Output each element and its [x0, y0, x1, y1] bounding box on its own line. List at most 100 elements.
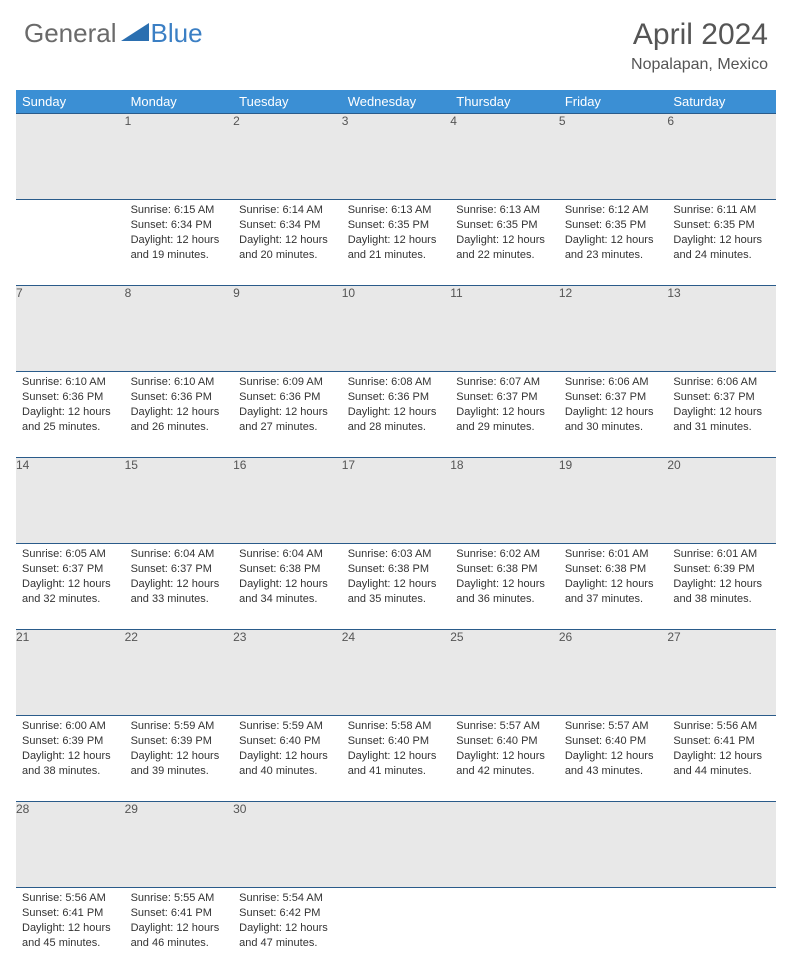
day-cell-body: Sunrise: 6:11 AMSunset: 6:35 PMDaylight:… [667, 200, 776, 266]
day-number-cell: 30 [233, 802, 342, 888]
sunset-text: Sunset: 6:39 PM [131, 734, 228, 749]
daylight-text: Daylight: 12 hours and 31 minutes. [673, 405, 770, 435]
daylight-text: Daylight: 12 hours and 26 minutes. [131, 405, 228, 435]
sunrise-text: Sunrise: 5:54 AM [239, 891, 336, 906]
day-cell: Sunrise: 6:02 AMSunset: 6:38 PMDaylight:… [450, 544, 559, 630]
daylight-text: Daylight: 12 hours and 40 minutes. [239, 749, 336, 779]
sunset-text: Sunset: 6:39 PM [22, 734, 119, 749]
day-cell: Sunrise: 6:10 AMSunset: 6:36 PMDaylight:… [16, 372, 125, 458]
sunrise-text: Sunrise: 6:10 AM [131, 375, 228, 390]
sunrise-text: Sunrise: 5:58 AM [348, 719, 445, 734]
sunset-text: Sunset: 6:35 PM [565, 218, 662, 233]
day-cell-body: Sunrise: 5:58 AMSunset: 6:40 PMDaylight:… [342, 716, 451, 782]
sunrise-text: Sunrise: 6:12 AM [565, 203, 662, 218]
daylight-text: Daylight: 12 hours and 42 minutes. [456, 749, 553, 779]
day-cell: Sunrise: 5:55 AMSunset: 6:41 PMDaylight:… [125, 888, 234, 974]
day-number-row: 123456 [16, 114, 776, 200]
day-number-row: 78910111213 [16, 286, 776, 372]
day-cell-body: Sunrise: 5:57 AMSunset: 6:40 PMDaylight:… [450, 716, 559, 782]
day-cell: Sunrise: 5:56 AMSunset: 6:41 PMDaylight:… [667, 716, 776, 802]
day-cell: Sunrise: 5:59 AMSunset: 6:40 PMDaylight:… [233, 716, 342, 802]
sunrise-text: Sunrise: 6:06 AM [673, 375, 770, 390]
daylight-text: Daylight: 12 hours and 28 minutes. [348, 405, 445, 435]
sunrise-text: Sunrise: 6:04 AM [131, 547, 228, 562]
day-number-cell: 25 [450, 630, 559, 716]
sunrise-text: Sunrise: 5:57 AM [565, 719, 662, 734]
day-cell-body: Sunrise: 6:02 AMSunset: 6:38 PMDaylight:… [450, 544, 559, 610]
day-number-cell: 21 [16, 630, 125, 716]
day-cell-body: Sunrise: 6:09 AMSunset: 6:36 PMDaylight:… [233, 372, 342, 438]
sunrise-text: Sunrise: 6:01 AM [565, 547, 662, 562]
day-number-cell: 26 [559, 630, 668, 716]
day-cell-body: Sunrise: 6:07 AMSunset: 6:37 PMDaylight:… [450, 372, 559, 438]
sunrise-text: Sunrise: 5:55 AM [131, 891, 228, 906]
day-number-cell: 2 [233, 114, 342, 200]
sunrise-text: Sunrise: 6:08 AM [348, 375, 445, 390]
daylight-text: Daylight: 12 hours and 35 minutes. [348, 577, 445, 607]
daylight-text: Daylight: 12 hours and 44 minutes. [673, 749, 770, 779]
sunrise-text: Sunrise: 6:02 AM [456, 547, 553, 562]
day-cell: Sunrise: 6:09 AMSunset: 6:36 PMDaylight:… [233, 372, 342, 458]
day-cell-body: Sunrise: 6:13 AMSunset: 6:35 PMDaylight:… [450, 200, 559, 266]
weekday-header: Sunday [16, 90, 125, 114]
weekday-header: Wednesday [342, 90, 451, 114]
sunrise-text: Sunrise: 6:03 AM [348, 547, 445, 562]
sunrise-text: Sunrise: 6:14 AM [239, 203, 336, 218]
sunset-text: Sunset: 6:35 PM [348, 218, 445, 233]
daylight-text: Daylight: 12 hours and 36 minutes. [456, 577, 553, 607]
day-cell: Sunrise: 6:14 AMSunset: 6:34 PMDaylight:… [233, 200, 342, 286]
day-cell: Sunrise: 6:11 AMSunset: 6:35 PMDaylight:… [667, 200, 776, 286]
sunrise-text: Sunrise: 6:09 AM [239, 375, 336, 390]
sunset-text: Sunset: 6:40 PM [348, 734, 445, 749]
calendar-header-row: SundayMondayTuesdayWednesdayThursdayFrid… [16, 90, 776, 114]
day-number-cell: 8 [125, 286, 234, 372]
sunset-text: Sunset: 6:40 PM [239, 734, 336, 749]
day-cell: Sunrise: 6:04 AMSunset: 6:38 PMDaylight:… [233, 544, 342, 630]
day-number-cell: 13 [667, 286, 776, 372]
day-number-cell: 7 [16, 286, 125, 372]
day-cell-body: Sunrise: 6:05 AMSunset: 6:37 PMDaylight:… [16, 544, 125, 610]
day-number-cell: 28 [16, 802, 125, 888]
day-number-cell: 23 [233, 630, 342, 716]
day-number-cell: 6 [667, 114, 776, 200]
sunrise-text: Sunrise: 5:57 AM [456, 719, 553, 734]
day-number-cell: 5 [559, 114, 668, 200]
weekday-header: Friday [559, 90, 668, 114]
day-number-cell [16, 114, 125, 200]
day-content-row: Sunrise: 6:05 AMSunset: 6:37 PMDaylight:… [16, 544, 776, 630]
day-cell-body: Sunrise: 5:54 AMSunset: 6:42 PMDaylight:… [233, 888, 342, 954]
header: General Blue April 2024 Nopalapan, Mexic… [0, 0, 792, 82]
daylight-text: Daylight: 12 hours and 23 minutes. [565, 233, 662, 263]
day-number-cell: 9 [233, 286, 342, 372]
day-cell-body: Sunrise: 5:56 AMSunset: 6:41 PMDaylight:… [16, 888, 125, 954]
sunset-text: Sunset: 6:36 PM [131, 390, 228, 405]
day-cell-body: Sunrise: 6:14 AMSunset: 6:34 PMDaylight:… [233, 200, 342, 266]
day-cell-body: Sunrise: 6:06 AMSunset: 6:37 PMDaylight:… [559, 372, 668, 438]
day-number-cell: 19 [559, 458, 668, 544]
day-cell: Sunrise: 6:00 AMSunset: 6:39 PMDaylight:… [16, 716, 125, 802]
day-cell [16, 200, 125, 286]
daylight-text: Daylight: 12 hours and 34 minutes. [239, 577, 336, 607]
day-cell-body: Sunrise: 6:13 AMSunset: 6:35 PMDaylight:… [342, 200, 451, 266]
day-cell-body: Sunrise: 6:04 AMSunset: 6:37 PMDaylight:… [125, 544, 234, 610]
sunset-text: Sunset: 6:36 PM [22, 390, 119, 405]
weekday-header: Thursday [450, 90, 559, 114]
day-cell-body: Sunrise: 6:06 AMSunset: 6:37 PMDaylight:… [667, 372, 776, 438]
sunset-text: Sunset: 6:37 PM [22, 562, 119, 577]
sunset-text: Sunset: 6:38 PM [239, 562, 336, 577]
sunrise-text: Sunrise: 6:10 AM [22, 375, 119, 390]
day-cell [450, 888, 559, 974]
daylight-text: Daylight: 12 hours and 19 minutes. [131, 233, 228, 263]
daylight-text: Daylight: 12 hours and 29 minutes. [456, 405, 553, 435]
sunrise-text: Sunrise: 6:13 AM [348, 203, 445, 218]
day-cell: Sunrise: 6:07 AMSunset: 6:37 PMDaylight:… [450, 372, 559, 458]
sunset-text: Sunset: 6:37 PM [456, 390, 553, 405]
day-cell-body: Sunrise: 5:55 AMSunset: 6:41 PMDaylight:… [125, 888, 234, 954]
day-cell: Sunrise: 6:08 AMSunset: 6:36 PMDaylight:… [342, 372, 451, 458]
day-content-row: Sunrise: 6:00 AMSunset: 6:39 PMDaylight:… [16, 716, 776, 802]
daylight-text: Daylight: 12 hours and 27 minutes. [239, 405, 336, 435]
calendar-table: SundayMondayTuesdayWednesdayThursdayFrid… [16, 90, 776, 974]
day-number-cell: 1 [125, 114, 234, 200]
day-cell: Sunrise: 6:06 AMSunset: 6:37 PMDaylight:… [667, 372, 776, 458]
day-cell: Sunrise: 5:58 AMSunset: 6:40 PMDaylight:… [342, 716, 451, 802]
